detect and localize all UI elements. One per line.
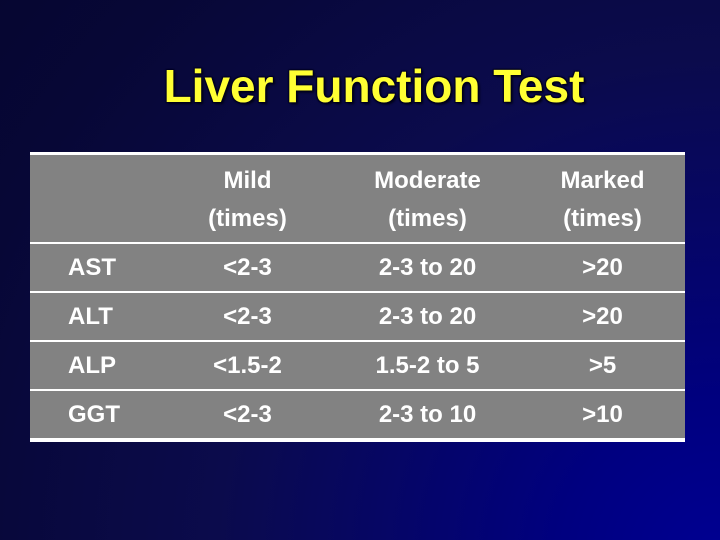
header-line: (times) <box>388 204 467 232</box>
table-row-ggt: GGT <2-3 2-3 to 10 >10 <box>30 389 685 438</box>
table-header-row: Mild (times) Moderate (times) Marked (ti… <box>30 155 685 242</box>
cell-mild: <2-3 <box>223 400 272 428</box>
table-row-alp: ALP <1.5-2 1.5-2 to 5 >5 <box>30 340 685 389</box>
table-row-ast: AST <2-3 2-3 to 20 >20 <box>30 242 685 291</box>
cell-marked: >10 <box>582 400 623 428</box>
cell-marked: >20 <box>582 253 623 281</box>
cell-marked: >20 <box>582 302 623 330</box>
header-cell-empty <box>30 198 160 200</box>
header-cell-moderate: Moderate (times) <box>335 160 520 238</box>
header-cell-marked: Marked (times) <box>520 160 685 238</box>
row-label: GGT <box>68 400 120 428</box>
header-line: Moderate <box>374 166 481 194</box>
header-line: Mild <box>223 166 272 194</box>
header-line: (times) <box>208 204 287 232</box>
row-label: ALT <box>68 302 113 330</box>
slide-title: Liver Function Test <box>163 60 585 112</box>
cell-moderate: 2-3 to 20 <box>378 302 477 330</box>
cell-marked: >5 <box>588 351 617 379</box>
row-label: AST <box>68 253 116 281</box>
cell-moderate: 2-3 to 20 <box>378 253 477 281</box>
cell-moderate: 1.5-2 to 5 <box>375 351 480 379</box>
table-row-alt: ALT <2-3 2-3 to 20 >20 <box>30 291 685 340</box>
liver-function-table: Mild (times) Moderate (times) Marked (ti… <box>30 152 685 442</box>
row-label: ALP <box>68 351 116 379</box>
header-line: (times) <box>563 204 642 232</box>
header-cell-mild: Mild (times) <box>160 160 335 238</box>
cell-mild: <1.5-2 <box>213 351 282 379</box>
header-line: Marked <box>560 166 645 194</box>
cell-moderate: 2-3 to 10 <box>378 400 477 428</box>
cell-mild: <2-3 <box>223 253 272 281</box>
cell-mild: <2-3 <box>223 302 272 330</box>
